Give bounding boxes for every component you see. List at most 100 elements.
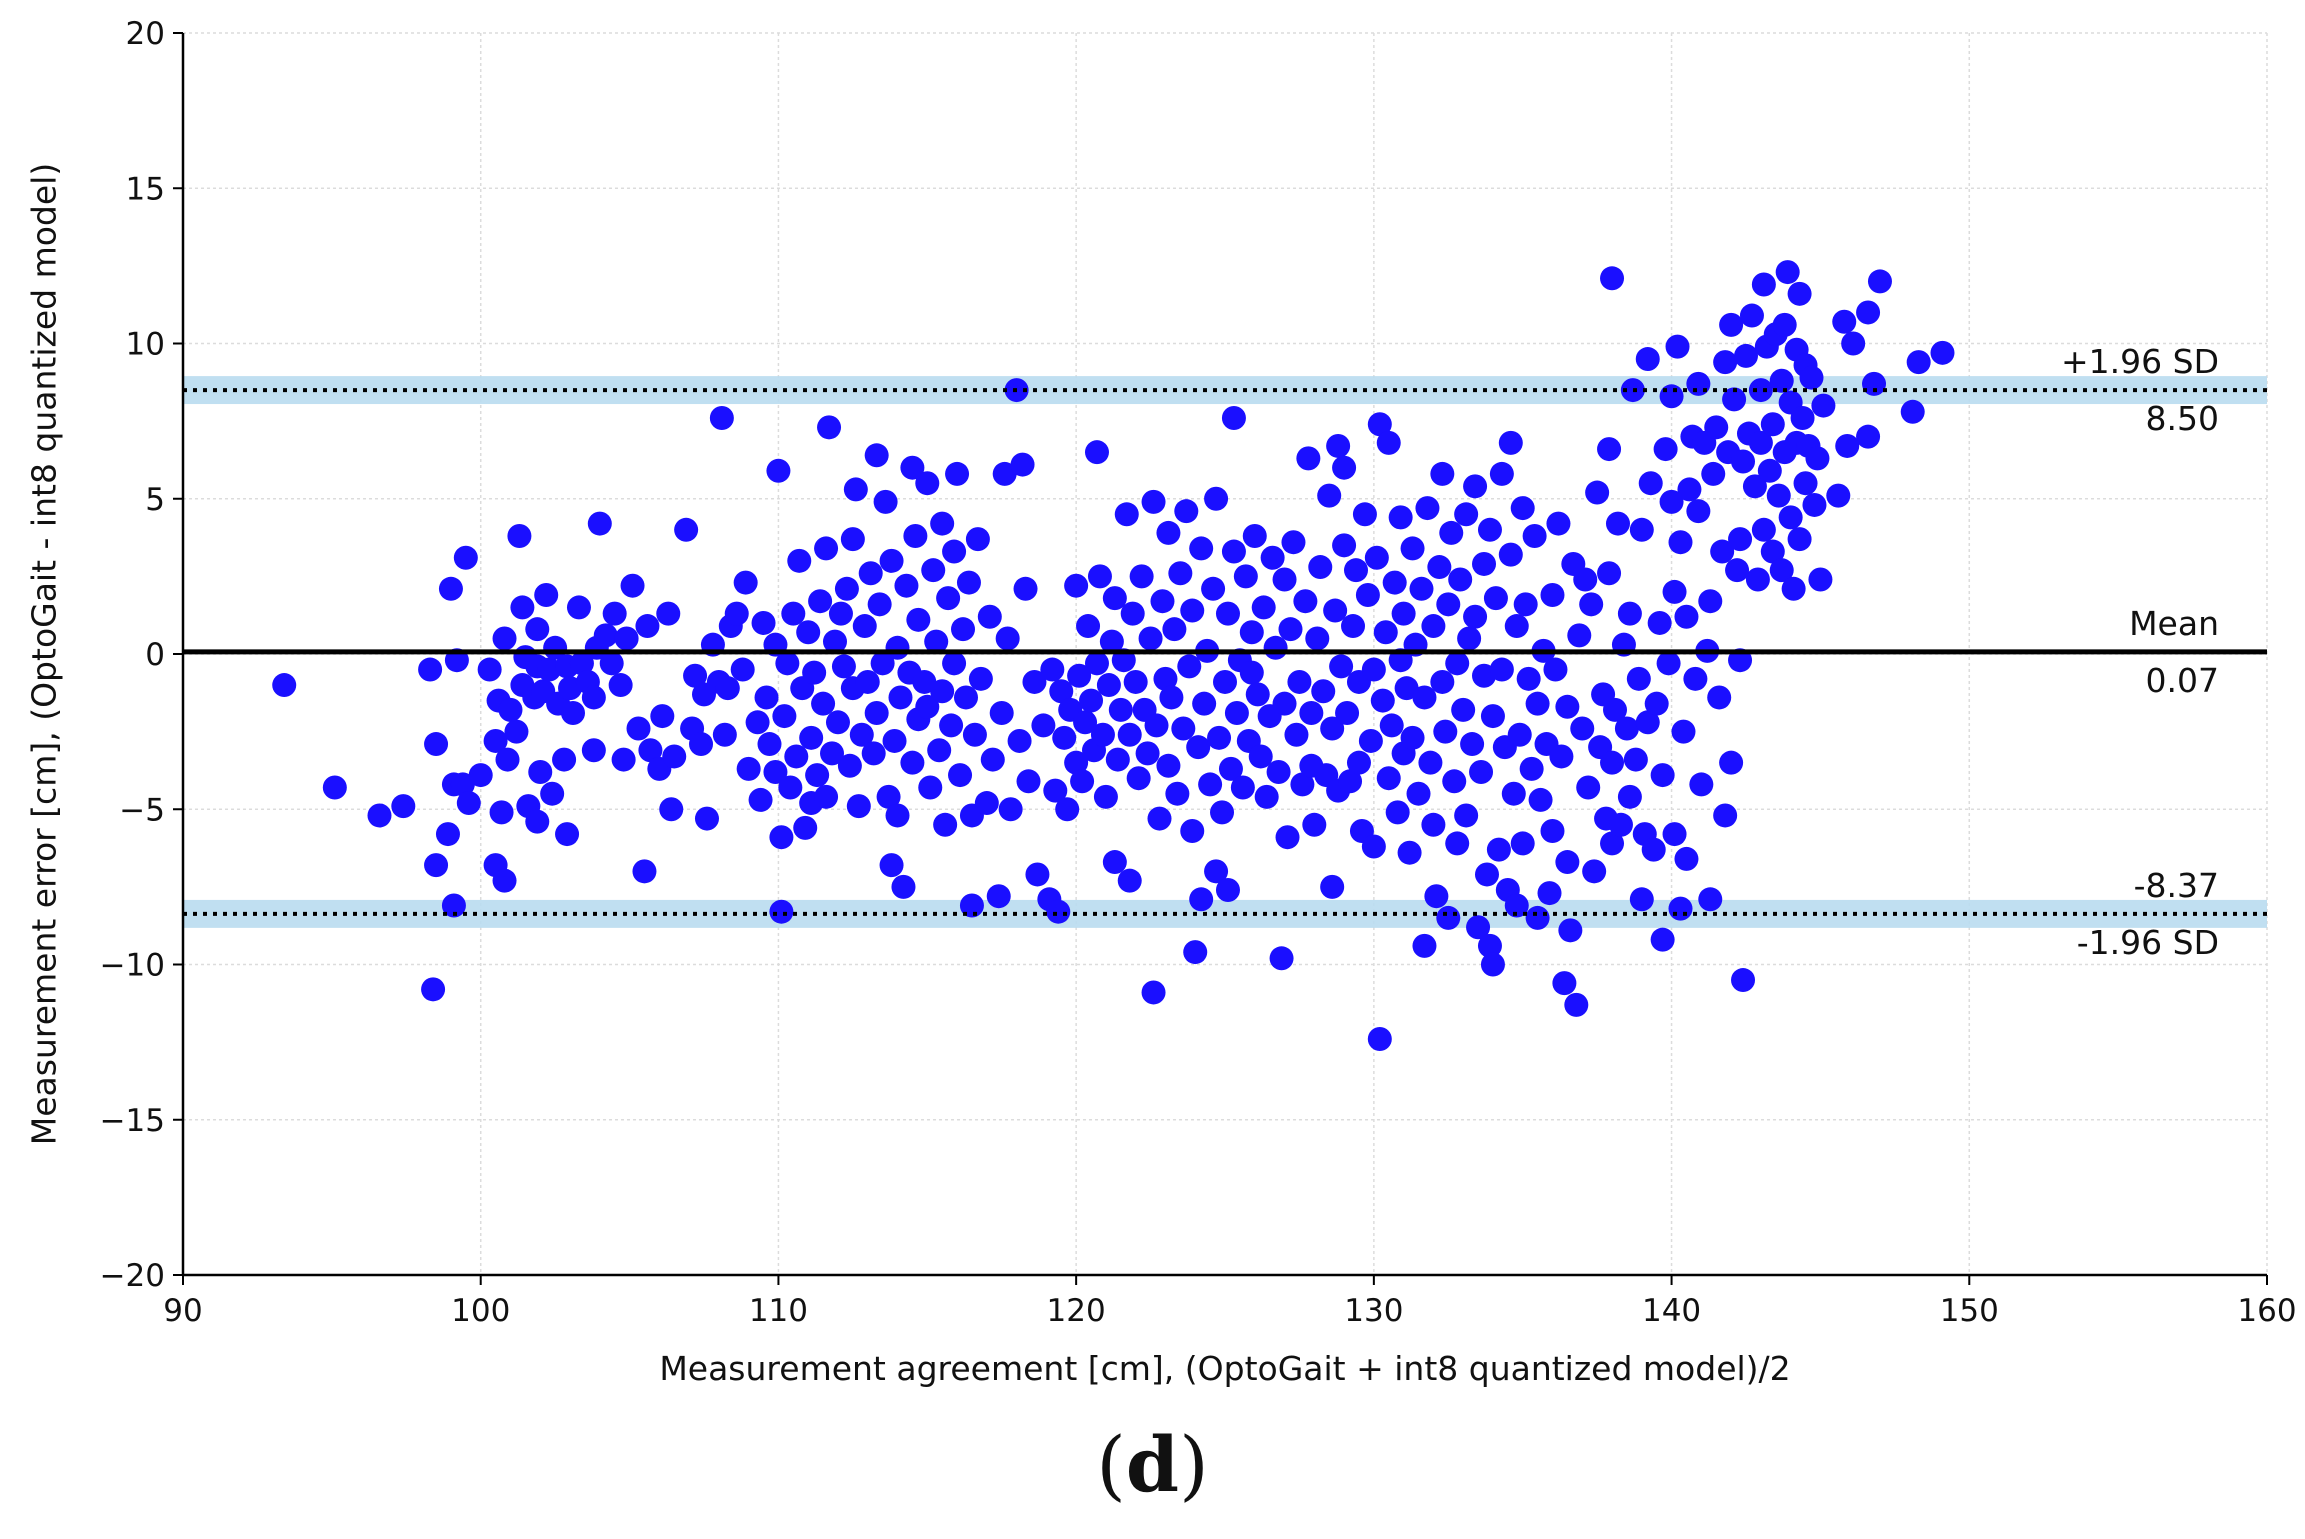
data-point bbox=[1480, 952, 1505, 977]
data-point bbox=[900, 455, 925, 480]
data-point bbox=[1105, 747, 1130, 772]
data-point bbox=[945, 461, 970, 486]
data-point bbox=[1549, 744, 1574, 769]
data-point bbox=[1513, 592, 1538, 617]
data-point bbox=[1555, 850, 1580, 875]
data-point bbox=[1400, 725, 1425, 750]
data-point bbox=[751, 610, 776, 635]
data-point bbox=[498, 697, 523, 722]
data-point bbox=[1412, 933, 1437, 958]
data-point bbox=[1570, 716, 1595, 741]
data-point bbox=[1489, 657, 1514, 682]
data-point bbox=[1477, 933, 1502, 958]
caption-open-paren: ( bbox=[1096, 1420, 1126, 1509]
data-point bbox=[1474, 862, 1499, 887]
data-point bbox=[1787, 281, 1812, 306]
data-point bbox=[1805, 446, 1830, 471]
data-point bbox=[1159, 685, 1184, 710]
data-point bbox=[1210, 800, 1235, 825]
data-point bbox=[1707, 685, 1732, 710]
data-point bbox=[1731, 968, 1756, 993]
data-point bbox=[456, 791, 481, 816]
data-point bbox=[1239, 660, 1264, 685]
data-point bbox=[1129, 564, 1154, 589]
data-point bbox=[1460, 732, 1485, 757]
data-point bbox=[724, 601, 749, 626]
data-point bbox=[1516, 666, 1541, 691]
data-point bbox=[525, 809, 550, 834]
data-point bbox=[1114, 502, 1139, 527]
data-point bbox=[873, 489, 898, 514]
data-point bbox=[492, 868, 517, 893]
data-point bbox=[1600, 266, 1625, 291]
data-point bbox=[1600, 750, 1625, 775]
data-point bbox=[1418, 750, 1443, 775]
data-point bbox=[1370, 688, 1395, 713]
data-point bbox=[784, 744, 809, 769]
data-point bbox=[867, 592, 892, 617]
data-point bbox=[608, 673, 633, 698]
data-point bbox=[1150, 589, 1175, 614]
data-point bbox=[525, 617, 550, 642]
data-point bbox=[694, 806, 719, 831]
data-point bbox=[1671, 719, 1696, 744]
data-point bbox=[986, 884, 1011, 909]
data-point bbox=[1013, 576, 1038, 601]
data-point bbox=[849, 722, 874, 747]
data-point bbox=[921, 558, 946, 583]
data-point bbox=[1623, 747, 1648, 772]
data-point bbox=[632, 859, 657, 884]
data-point bbox=[1213, 669, 1237, 694]
data-point bbox=[1573, 567, 1598, 592]
data-point bbox=[1659, 384, 1684, 409]
data-point bbox=[1742, 474, 1767, 499]
data-point bbox=[1454, 803, 1479, 828]
caption-letter: d bbox=[1125, 1420, 1180, 1509]
data-point bbox=[1427, 555, 1452, 580]
data-point bbox=[1421, 812, 1446, 837]
data-point bbox=[1552, 971, 1577, 996]
data-point bbox=[1472, 551, 1497, 576]
data-point bbox=[918, 775, 943, 800]
data-point bbox=[998, 797, 1023, 822]
data-point bbox=[796, 620, 821, 645]
data-point bbox=[1040, 657, 1065, 682]
data-point bbox=[1772, 312, 1797, 337]
data-point bbox=[1079, 688, 1104, 713]
data-point bbox=[1525, 691, 1550, 716]
data-point bbox=[418, 657, 443, 682]
data-point bbox=[1326, 433, 1351, 458]
data-point bbox=[272, 673, 297, 698]
data-point bbox=[1108, 697, 1133, 722]
data-point bbox=[959, 893, 984, 918]
data-point bbox=[778, 775, 803, 800]
data-point bbox=[1254, 784, 1279, 809]
data-point bbox=[1093, 784, 1118, 809]
data-point bbox=[1186, 735, 1211, 760]
data-point bbox=[1174, 499, 1199, 524]
data-point bbox=[421, 977, 446, 1002]
data-point bbox=[1653, 437, 1678, 462]
data-point bbox=[1430, 461, 1455, 486]
data-point bbox=[1662, 822, 1687, 847]
data-point bbox=[1748, 378, 1773, 403]
data-point bbox=[953, 685, 978, 710]
data-point bbox=[1055, 797, 1080, 822]
data-point bbox=[1469, 759, 1494, 784]
data-point bbox=[1525, 905, 1550, 930]
data-point bbox=[879, 548, 904, 573]
data-point bbox=[435, 822, 460, 847]
data-point bbox=[1320, 874, 1345, 899]
data-point bbox=[828, 601, 853, 626]
data-point bbox=[1070, 769, 1095, 794]
data-point bbox=[1769, 368, 1794, 393]
data-point bbox=[367, 803, 392, 828]
data-point bbox=[748, 787, 773, 812]
data-point bbox=[614, 626, 639, 651]
data-point bbox=[1436, 905, 1461, 930]
data-point bbox=[1751, 517, 1776, 542]
data-point bbox=[1856, 300, 1881, 325]
data-point bbox=[1620, 378, 1645, 403]
data-point bbox=[915, 694, 940, 719]
data-point bbox=[1457, 626, 1482, 651]
